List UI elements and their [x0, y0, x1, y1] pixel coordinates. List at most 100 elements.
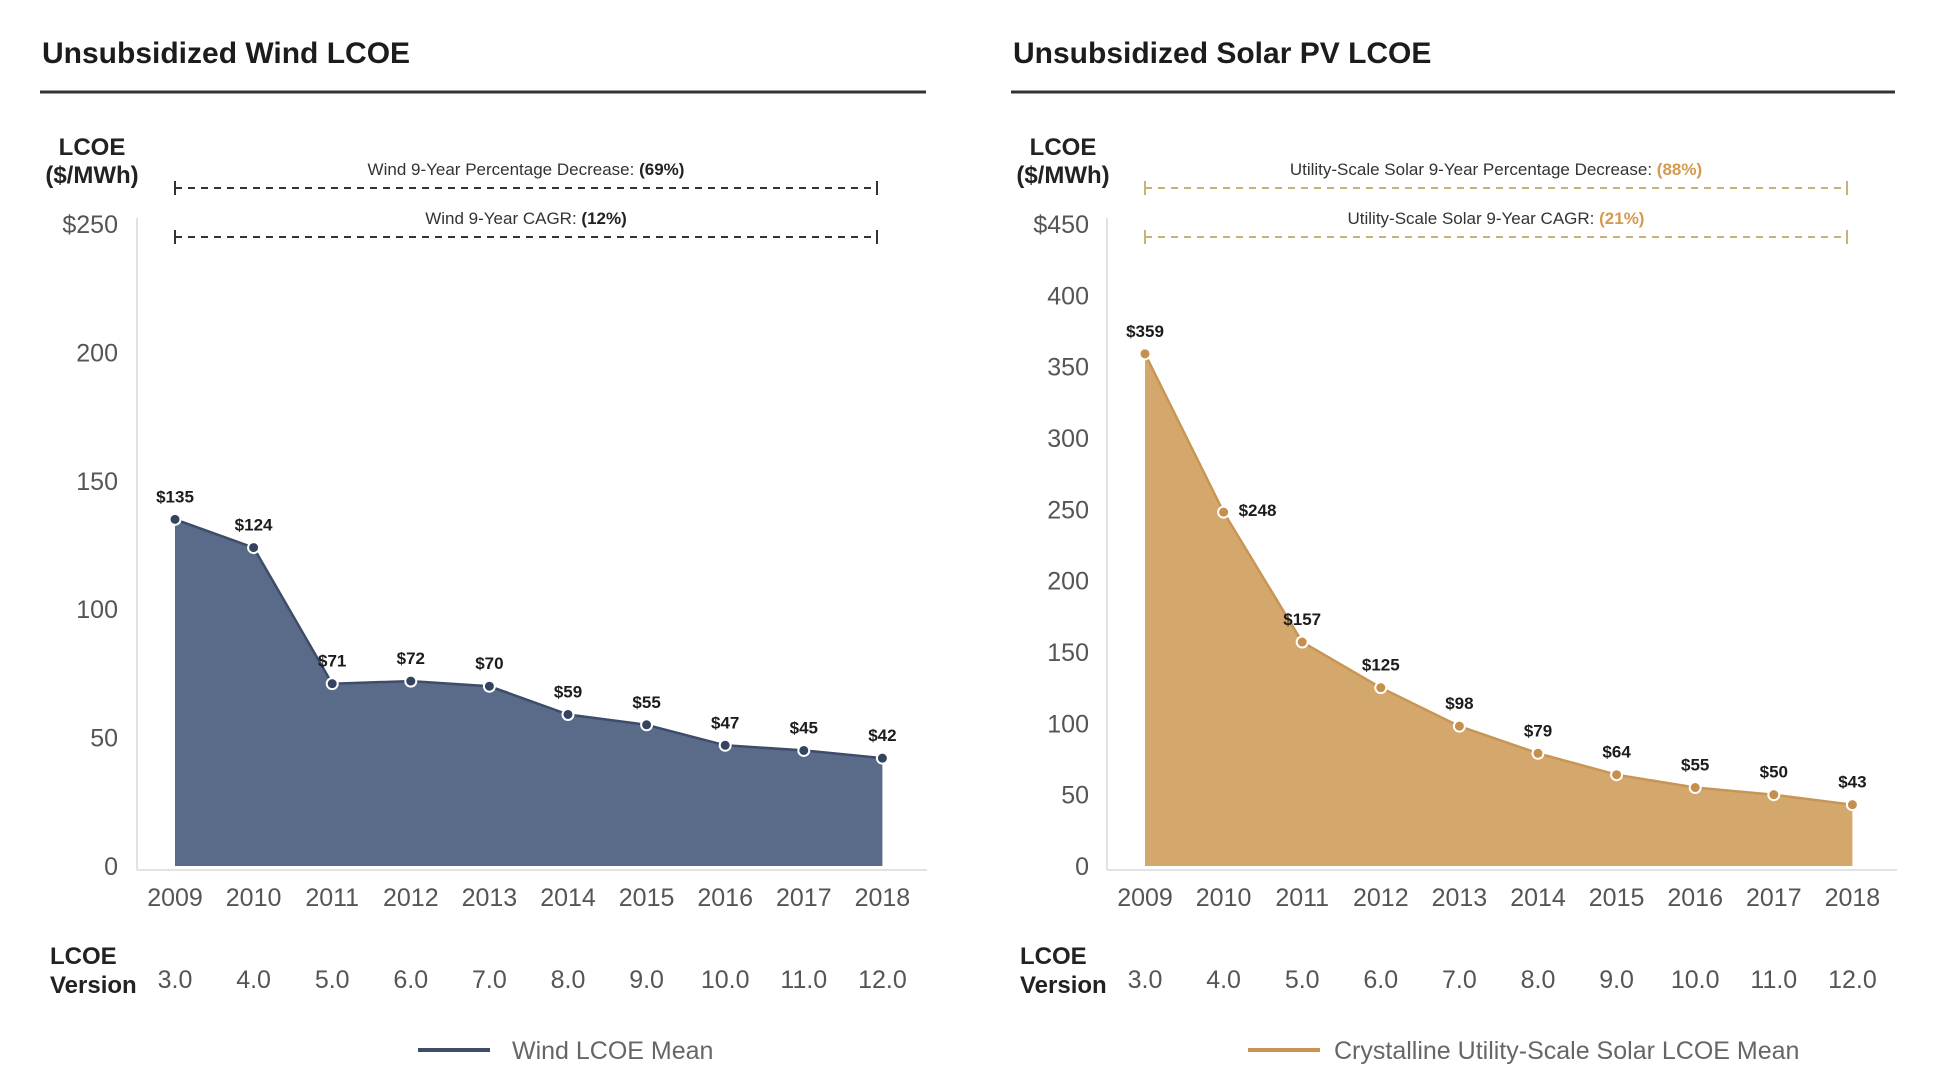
data-label: $135: [156, 487, 194, 506]
x-tick-label: 2014: [540, 884, 596, 912]
data-point: [325, 677, 339, 691]
data-label: $359: [1126, 322, 1164, 341]
x-tick-label: 2010: [226, 884, 282, 912]
version-label: 3.0: [158, 966, 193, 994]
annotation-label: Wind 9-Year Percentage Decrease:: [368, 160, 640, 179]
version-row-label: Version: [1020, 972, 1107, 999]
data-point: [875, 751, 889, 765]
chart-panel-solar: Unsubsidized Solar PV LCOELCOE($/MWh)$45…: [1011, 37, 1897, 1065]
data-label: $248: [1239, 501, 1277, 520]
version-label: 9.0: [629, 966, 664, 994]
data-label: $64: [1602, 743, 1631, 762]
version-row-label: LCOE: [50, 943, 117, 970]
data-point: [1217, 505, 1231, 519]
annotation-label: Utility-Scale Solar 9-Year Percentage De…: [1290, 160, 1657, 179]
version-label: 12.0: [858, 966, 907, 994]
annotation-text: Wind 9-Year CAGR: (12%): [425, 209, 627, 228]
x-tick-label: 2017: [776, 884, 832, 912]
y-tick-label: 200: [76, 339, 118, 367]
data-label: $55: [632, 693, 660, 712]
data-point: [168, 512, 182, 526]
data-label: $125: [1362, 656, 1400, 675]
annotation-value: (21%): [1599, 209, 1644, 228]
x-tick-label: 2015: [619, 884, 675, 912]
y-tick-label: $250: [62, 211, 118, 239]
x-tick-label: 2016: [697, 884, 753, 912]
data-point: [482, 679, 496, 693]
data-point: [561, 707, 575, 721]
annotation-text: Wind 9-Year Percentage Decrease: (69%): [368, 160, 685, 179]
data-point: [1452, 719, 1466, 733]
x-tick-label: 2011: [305, 884, 359, 912]
data-point: [1374, 681, 1388, 695]
version-label: 5.0: [315, 966, 350, 994]
version-label: 11.0: [1750, 966, 1797, 994]
series-line: [1143, 353, 1853, 806]
y-axis-label: ($/MWh): [45, 162, 138, 189]
x-tick-label: 2009: [147, 884, 203, 912]
legend-label: Crystalline Utility-Scale Solar LCOE Mea…: [1334, 1037, 1799, 1065]
data-label: $70: [475, 654, 503, 673]
version-label: 7.0: [1442, 966, 1477, 994]
y-tick-label: 200: [1047, 568, 1089, 596]
data-point: [797, 743, 811, 757]
version-label: 6.0: [393, 966, 428, 994]
legend: Wind LCOE Mean: [418, 1037, 713, 1065]
y-tick-label: 300: [1047, 425, 1089, 453]
version-label: 8.0: [551, 966, 586, 994]
chart-title: Unsubsidized Wind LCOE: [42, 37, 410, 70]
data-point: [1688, 781, 1702, 795]
data-point: [1531, 746, 1545, 760]
x-tick-label: 2018: [1825, 884, 1881, 912]
chart-title: Unsubsidized Solar PV LCOE: [1013, 37, 1431, 70]
y-tick-label: 250: [1047, 496, 1089, 524]
version-label: 12.0: [1828, 966, 1877, 994]
y-tick-label: $450: [1033, 211, 1089, 239]
data-label: $50: [1760, 763, 1788, 782]
data-label: $45: [790, 718, 818, 737]
annotation-label: Utility-Scale Solar 9-Year CAGR:: [1348, 209, 1600, 228]
y-tick-label: 50: [1061, 782, 1089, 810]
data-point: [640, 718, 654, 732]
x-tick-label: 2013: [462, 884, 518, 912]
series-area: [1145, 353, 1853, 866]
data-point: [1845, 798, 1859, 812]
data-label: $43: [1838, 773, 1866, 792]
y-axis-label: LCOE: [59, 134, 126, 161]
data-label: $157: [1283, 610, 1321, 629]
y-tick-label: 400: [1047, 282, 1089, 310]
data-label: $59: [554, 682, 582, 701]
x-tick-label: 2012: [383, 884, 439, 912]
y-tick-label: 150: [1047, 639, 1089, 667]
x-tick-label: 2013: [1432, 884, 1488, 912]
data-point: [404, 674, 418, 688]
y-tick-label: 0: [1075, 853, 1089, 881]
version-label: 9.0: [1599, 966, 1634, 994]
version-label: 6.0: [1363, 966, 1398, 994]
x-tick-label: 2015: [1589, 884, 1645, 912]
data-point: [1138, 347, 1152, 361]
data-label: $42: [868, 726, 896, 745]
version-label: 4.0: [1206, 966, 1241, 994]
version-row-label: LCOE: [1020, 943, 1087, 970]
y-tick-label: 100: [76, 596, 118, 624]
annotation-label: Wind 9-Year CAGR:: [425, 209, 581, 228]
annotation-text: Utility-Scale Solar 9-Year Percentage De…: [1290, 160, 1702, 179]
version-label: 10.0: [701, 966, 750, 994]
y-tick-label: 150: [76, 468, 118, 496]
x-tick-label: 2011: [1275, 884, 1329, 912]
annotation-value: (69%): [639, 160, 684, 179]
x-tick-label: 2016: [1667, 884, 1723, 912]
y-tick-label: 0: [104, 853, 118, 881]
data-point: [1767, 788, 1781, 802]
x-tick-label: 2010: [1196, 884, 1252, 912]
version-label: 7.0: [472, 966, 507, 994]
version-label: 11.0: [780, 966, 827, 994]
series-line: [174, 518, 883, 760]
data-point: [1610, 768, 1624, 782]
data-label: $98: [1445, 694, 1473, 713]
data-label: $55: [1681, 756, 1709, 775]
data-label: $47: [711, 713, 739, 732]
x-tick-label: 2014: [1510, 884, 1566, 912]
